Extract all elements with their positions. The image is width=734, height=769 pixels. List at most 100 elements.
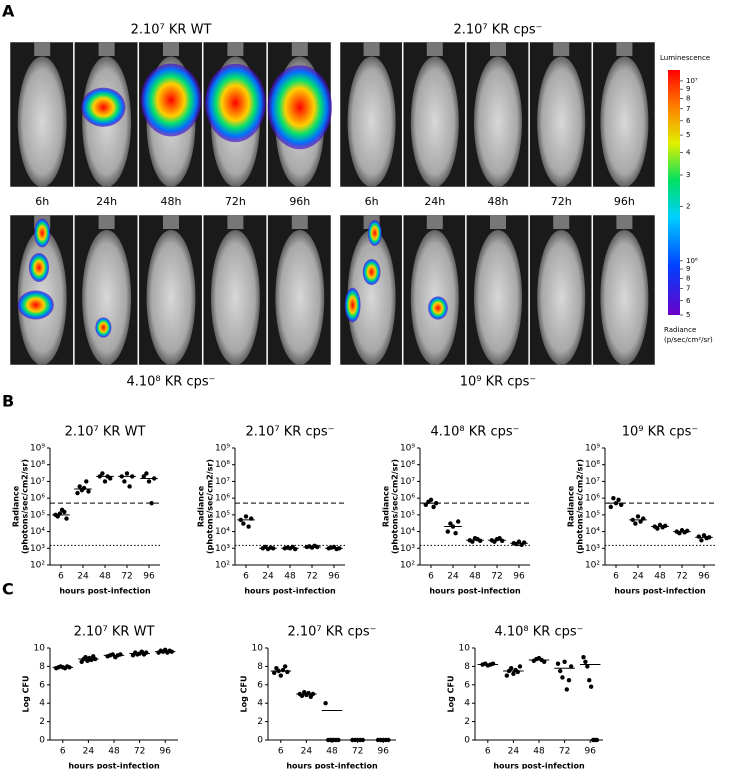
y-tick-label: 10⁴ [215, 527, 230, 537]
y-tick-label: 8 [464, 662, 470, 672]
data-point [635, 514, 641, 519]
x-tick-label: 96 [584, 747, 596, 757]
x-tick-label: 24 [83, 747, 95, 757]
data-point [143, 650, 149, 655]
data-point [562, 659, 567, 664]
y-tick-label: 0 [257, 736, 263, 746]
y-tick-label: 10⁴ [585, 527, 600, 537]
nose-cone [163, 215, 179, 229]
y-tick-label: 2 [39, 717, 45, 727]
x-axis-label: hours post-infection [493, 762, 585, 769]
data-point [560, 675, 565, 680]
data-point [616, 497, 621, 502]
chart-title: 2.10⁷ KR cps⁻ [245, 425, 334, 440]
mouse [347, 56, 396, 187]
y-tick-label: 10⁸ [215, 460, 230, 470]
mouse [473, 230, 523, 365]
data-point [81, 485, 87, 491]
x-tick-label: 96 [143, 572, 155, 582]
y-axis-label: (photons/sec/cm2/sr) [576, 459, 585, 554]
nose-cone [426, 215, 443, 229]
data-point [445, 529, 450, 534]
y-tick-label: 10³ [215, 544, 230, 554]
data-point [504, 673, 510, 678]
y-tick-label: 10³ [400, 544, 415, 554]
data-point [299, 693, 305, 699]
mouse [275, 230, 325, 365]
chart-title: 2.10⁷ KR cps⁻ [287, 625, 376, 640]
x-tick-label: 48 [654, 572, 666, 582]
y-tick-label: 10⁷ [215, 477, 230, 487]
group-title: 4.10⁸ KR cps⁻ [126, 375, 215, 390]
colorbar-unit: (p/sec/cm²/sr) [664, 336, 713, 344]
mouse [146, 230, 196, 365]
data-point [453, 530, 458, 536]
x-tick-label: 72 [491, 572, 502, 582]
x-axis-label: hours post-infection [59, 587, 151, 596]
signal [140, 63, 202, 137]
nose-cone [616, 215, 633, 229]
nose-cone [227, 215, 244, 229]
chart-title: 4.10⁸ KR cps⁻ [430, 425, 519, 440]
y-axis-label: (photons/sec/cm2/sr) [21, 459, 30, 554]
y-tick-label: 10² [585, 561, 600, 571]
data-point [431, 504, 436, 510]
data-point [542, 659, 547, 664]
data-point [558, 668, 563, 674]
x-tick-label: 72 [121, 572, 132, 582]
x-tick-label: 24 [447, 572, 459, 582]
colorbar-label: 6 [686, 117, 691, 125]
signal [28, 253, 50, 282]
nose-cone [291, 42, 308, 56]
y-axis-label: Radiance [382, 485, 391, 527]
data-point [124, 471, 130, 476]
group-title: 10⁹ KR cps⁻ [460, 375, 537, 390]
nose-cone [426, 42, 443, 56]
y-axis-label: Radiance [197, 485, 206, 527]
data-point [282, 664, 288, 669]
x-tick-label: 72 [306, 572, 317, 582]
x-tick-label: 24 [77, 572, 89, 582]
y-tick-label: 4 [464, 699, 470, 709]
time-label: 96h [614, 195, 635, 208]
y-tick-label: 10⁶ [585, 494, 600, 504]
data-point [638, 519, 643, 524]
data-point [127, 484, 132, 489]
data-point [144, 471, 149, 476]
mouse [410, 56, 459, 187]
x-tick-label: 48 [326, 747, 338, 757]
colorbar-label: 8 [686, 94, 690, 102]
data-point [677, 530, 682, 536]
y-tick-label: 10⁶ [30, 494, 45, 504]
colorbar-label: 4 [686, 149, 691, 157]
colorbar-label: 5 [686, 131, 690, 139]
time-label: 48h [488, 195, 509, 208]
y-tick-label: 10⁷ [400, 477, 415, 487]
data-point [517, 664, 523, 669]
x-tick-label: 48 [469, 572, 481, 582]
mouse [347, 230, 396, 365]
colorbar-label: 7 [686, 105, 690, 113]
data-point [456, 519, 461, 524]
colorbar-label: 5 [686, 311, 690, 319]
data-point [246, 524, 251, 529]
x-tick-label: 24 [262, 572, 274, 582]
y-tick-label: 10⁵ [30, 510, 45, 520]
data-point [699, 538, 704, 543]
y-tick-label: 10² [400, 561, 415, 571]
y-tick-label: 10 [252, 644, 264, 654]
y-tick-label: 2 [464, 717, 470, 727]
x-tick-label: 6 [243, 572, 249, 582]
signal [34, 218, 51, 248]
x-tick-label: 24 [301, 747, 313, 757]
colorbar-label: 3 [686, 171, 690, 179]
time-label: 48h [161, 195, 182, 208]
y-tick-label: 2 [257, 717, 263, 727]
x-tick-label: 72 [352, 747, 363, 757]
colorbar-title: Luminescence [660, 54, 710, 62]
y-tick-label: 10⁹ [585, 444, 600, 454]
y-tick-label: 0 [464, 736, 470, 746]
y-tick-label: 10⁹ [215, 444, 230, 454]
x-tick-label: 96 [328, 572, 340, 582]
mouse [537, 56, 586, 187]
